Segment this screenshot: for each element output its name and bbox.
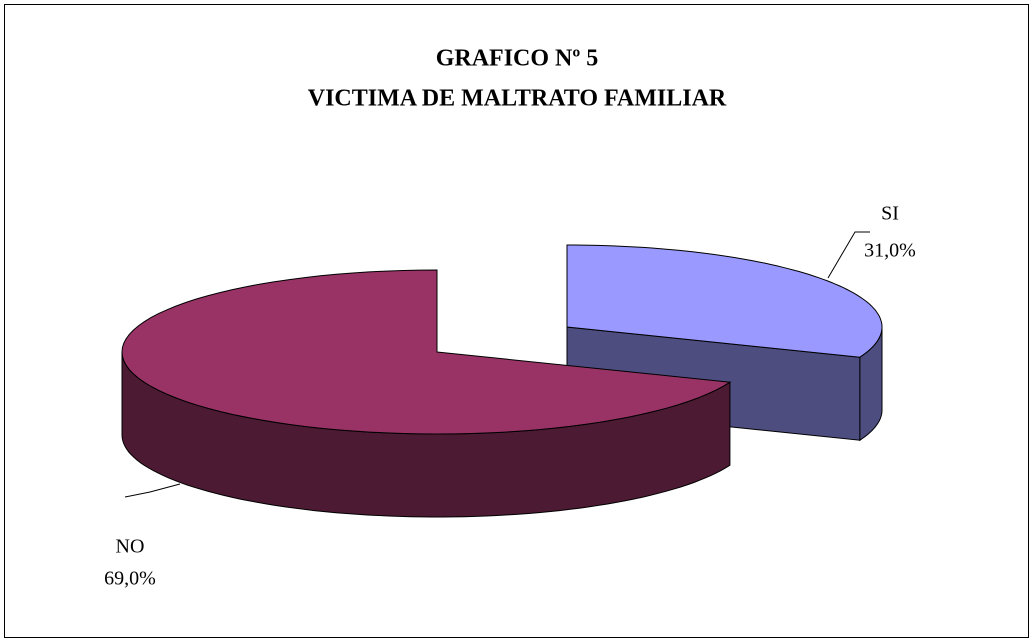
- slice-label: NO: [116, 536, 145, 558]
- chart-title: GRAFICO Nº 5: [436, 46, 599, 72]
- slice-label: SI: [881, 203, 899, 225]
- slice-top: [121, 269, 732, 435]
- pie-slice: [121, 269, 732, 518]
- leader-line: [124, 483, 181, 498]
- chart-subtitle: VICTIMA DE MALTRATO FAMILIAR: [308, 86, 727, 112]
- slice-top: [566, 244, 883, 358]
- slice-value-label: 31,0%: [864, 240, 916, 262]
- slice-value-label: 69,0%: [104, 568, 156, 590]
- leader-line: [827, 231, 870, 279]
